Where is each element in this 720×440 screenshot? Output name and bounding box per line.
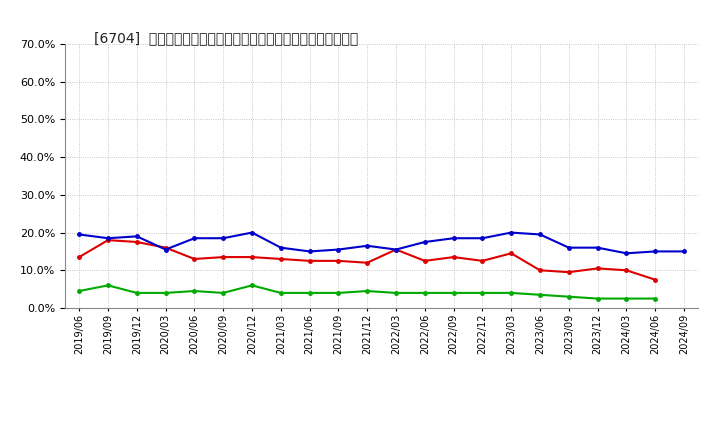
在庫: [680, 249, 688, 254]
売上債権: [132, 239, 141, 245]
Line: 買入債務: 買入債務: [78, 284, 657, 301]
在庫: [248, 230, 256, 235]
売上債権: [305, 258, 314, 264]
買入債務: [651, 296, 660, 301]
売上債権: [248, 254, 256, 260]
買入債務: [622, 296, 631, 301]
売上債権: [334, 258, 343, 264]
在庫: [536, 232, 544, 237]
Line: 売上債権: 売上債権: [78, 238, 657, 282]
売上債権: [478, 258, 487, 264]
売上債権: [161, 245, 170, 250]
買入債務: [478, 290, 487, 296]
売上債権: [75, 254, 84, 260]
買入債務: [276, 290, 285, 296]
在庫: [622, 251, 631, 256]
買入債務: [593, 296, 602, 301]
買入債務: [104, 283, 112, 288]
在庫: [334, 247, 343, 252]
売上債権: [651, 277, 660, 282]
売上債権: [622, 268, 631, 273]
売上債権: [392, 247, 400, 252]
在庫: [305, 249, 314, 254]
在庫: [161, 247, 170, 252]
買入債務: [161, 290, 170, 296]
買入債務: [507, 290, 516, 296]
在庫: [392, 247, 400, 252]
在庫: [651, 249, 660, 254]
在庫: [449, 235, 458, 241]
買入債務: [392, 290, 400, 296]
買入債務: [449, 290, 458, 296]
買入債務: [305, 290, 314, 296]
在庫: [104, 235, 112, 241]
買入債務: [564, 294, 573, 299]
売上債権: [363, 260, 372, 265]
買入債務: [248, 283, 256, 288]
在庫: [219, 235, 228, 241]
売上債権: [536, 268, 544, 273]
在庫: [276, 245, 285, 250]
在庫: [190, 235, 199, 241]
売上債権: [190, 257, 199, 262]
在庫: [564, 245, 573, 250]
売上債権: [507, 251, 516, 256]
売上債権: [219, 254, 228, 260]
在庫: [478, 235, 487, 241]
売上債権: [564, 270, 573, 275]
買入債務: [334, 290, 343, 296]
買入債務: [219, 290, 228, 296]
買入債務: [420, 290, 429, 296]
在庫: [75, 232, 84, 237]
在庫: [593, 245, 602, 250]
売上債権: [420, 258, 429, 264]
在庫: [420, 239, 429, 245]
在庫: [132, 234, 141, 239]
在庫: [363, 243, 372, 249]
在庫: [507, 230, 516, 235]
Line: 在庫: 在庫: [78, 231, 685, 255]
売上債権: [593, 266, 602, 271]
売上債権: [449, 254, 458, 260]
買入債務: [190, 288, 199, 293]
買入債務: [75, 288, 84, 293]
売上債権: [104, 238, 112, 243]
買入債務: [536, 292, 544, 297]
買入債務: [132, 290, 141, 296]
Text: [6704]  売上債権、在庫、買入債務の総資産に対する比率の推移: [6704] 売上債権、在庫、買入債務の総資産に対する比率の推移: [94, 31, 358, 45]
買入債務: [363, 288, 372, 293]
売上債権: [276, 257, 285, 262]
